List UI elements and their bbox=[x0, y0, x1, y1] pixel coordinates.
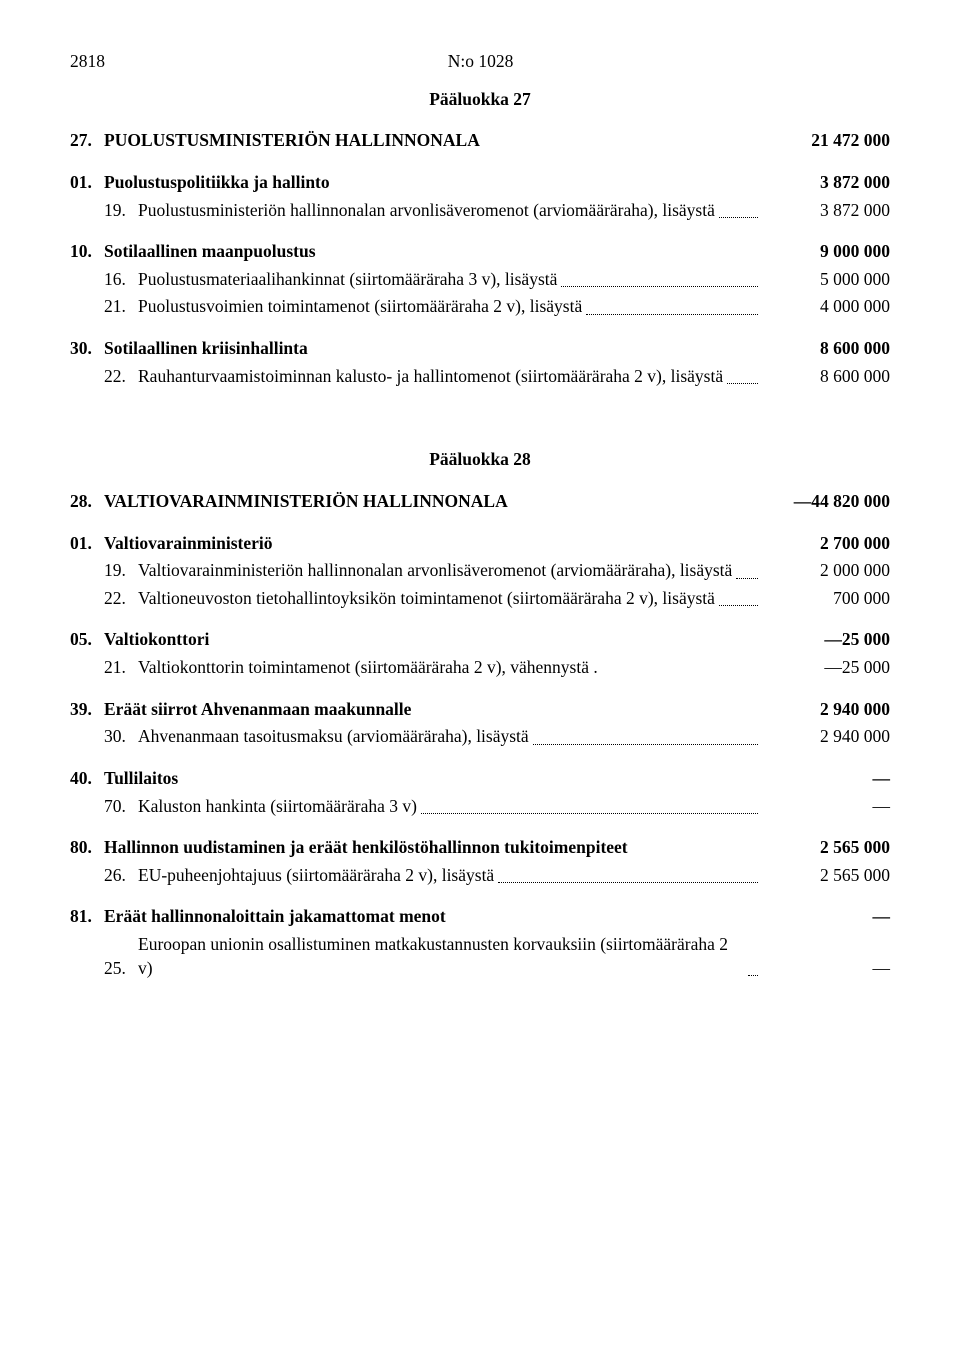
paaluokka-title: Pääluokka 27 bbox=[70, 88, 890, 112]
line-item-row: 16.Puolustusmateriaalihankinnat (siirtom… bbox=[70, 268, 890, 292]
item-label: Puolustusministeriön hallinnonalan arvon… bbox=[138, 199, 770, 223]
sub-heading-row: 05.Valtiokonttori—25 000 bbox=[70, 628, 890, 652]
item-label: Puolustusmateriaalihankinnat (siirtomäär… bbox=[138, 268, 770, 292]
line-item-row: 30.Ahvenanmaan tasoitusmaksu (arviomäärä… bbox=[70, 725, 890, 749]
item-number: 19. bbox=[104, 199, 138, 223]
item-number: 01. bbox=[70, 171, 104, 195]
item-number: 39. bbox=[70, 698, 104, 722]
item-label: PUOLUSTUSMINISTERIÖN HALLINNONALA bbox=[104, 129, 770, 153]
item-amount: 5 000 000 bbox=[770, 268, 890, 292]
item-amount: — bbox=[770, 795, 890, 819]
sub-heading-row: 30.Sotilaallinen kriisinhallinta8 600 00… bbox=[70, 337, 890, 361]
item-number: 40. bbox=[70, 767, 104, 791]
item-amount: 21 472 000 bbox=[770, 129, 890, 153]
item-amount: 8 600 000 bbox=[770, 365, 890, 389]
item-number: 30. bbox=[104, 725, 138, 749]
sub-heading-row: 40.Tullilaitos— bbox=[70, 767, 890, 791]
item-number: 01. bbox=[70, 532, 104, 556]
item-number: 70. bbox=[104, 795, 138, 819]
item-amount: — bbox=[770, 767, 890, 791]
item-label: Eräät siirrot Ahvenanmaan maakunnalle bbox=[104, 698, 770, 722]
line-item-row: 21.Valtiokonttorin toimintamenot (siirto… bbox=[70, 656, 890, 680]
document-body: Pääluokka 27 27.PUOLUSTUSMINISTERIÖN HALL… bbox=[70, 88, 890, 981]
item-amount: —25 000 bbox=[770, 628, 890, 652]
line-item-row: 22.Rauhanturvaamistoiminnan kalusto- ja … bbox=[70, 365, 890, 389]
page-number: 2818 bbox=[70, 50, 105, 74]
item-amount: —25 000 bbox=[770, 656, 890, 680]
item-number: 22. bbox=[104, 587, 138, 611]
item-label: Tullilaitos bbox=[104, 767, 770, 791]
item-number: 21. bbox=[104, 295, 138, 319]
line-item-row: 21.Puolustusvoimien toimintamenot (siirt… bbox=[70, 295, 890, 319]
item-amount: 4 000 000 bbox=[770, 295, 890, 319]
item-label: Kaluston hankinta (siirtomääräraha 3 v) bbox=[138, 795, 770, 819]
item-number: 21. bbox=[104, 656, 138, 680]
item-amount: 3 872 000 bbox=[770, 199, 890, 223]
item-amount: 9 000 000 bbox=[770, 240, 890, 264]
item-label: Puolustusvoimien toimintamenot (siirtomä… bbox=[138, 295, 770, 319]
item-label: Valtiokonttorin toimintamenot (siirtomää… bbox=[138, 656, 770, 680]
line-item-row: 19.Valtiovarainministeriön hallinnonalan… bbox=[70, 559, 890, 583]
sub-heading-row: 39.Eräät siirrot Ahvenanmaan maakunnalle… bbox=[70, 698, 890, 722]
line-item-row: 26.EU-puheenjohtajuus (siirtomääräraha 2… bbox=[70, 864, 890, 888]
sub-heading-row: 80.Hallinnon uudistaminen ja eräät henki… bbox=[70, 836, 890, 860]
page-header: 2818 N:o 1028 bbox=[70, 50, 890, 74]
line-item-row: 22.Valtioneuvoston tietohallintoyksikön … bbox=[70, 587, 890, 611]
item-label: Valtioneuvoston tietohallintoyksikön toi… bbox=[138, 587, 770, 611]
main-heading-row: 27.PUOLUSTUSMINISTERIÖN HALLINNONALA21 4… bbox=[70, 129, 890, 153]
item-label: Puolustuspolitiikka ja hallinto bbox=[104, 171, 770, 195]
item-amount: 3 872 000 bbox=[770, 171, 890, 195]
item-number: 27. bbox=[70, 129, 104, 153]
line-item-row: 25.Euroopan unionin osallistuminen matka… bbox=[70, 933, 890, 980]
paaluokka-title: Pääluokka 28 bbox=[70, 448, 890, 472]
item-number: 19. bbox=[104, 559, 138, 583]
item-label: Hallinnon uudistaminen ja eräät henkilös… bbox=[104, 836, 770, 860]
item-number: 28. bbox=[70, 490, 104, 514]
item-number: 16. bbox=[104, 268, 138, 292]
item-amount: 700 000 bbox=[770, 587, 890, 611]
item-label: Eräät hallinnonaloittain jakamattomat me… bbox=[104, 905, 770, 929]
item-amount: 2 565 000 bbox=[770, 836, 890, 860]
item-number: 80. bbox=[70, 836, 104, 860]
item-number: 25. bbox=[104, 957, 138, 981]
item-number: 10. bbox=[70, 240, 104, 264]
item-amount: 2 940 000 bbox=[770, 725, 890, 749]
item-label: Rauhanturvaamistoiminnan kalusto- ja hal… bbox=[138, 365, 770, 389]
item-label: Sotilaallinen kriisinhallinta bbox=[104, 337, 770, 361]
item-amount: 2 940 000 bbox=[770, 698, 890, 722]
line-item-row: 19.Puolustusministeriön hallinnonalan ar… bbox=[70, 199, 890, 223]
sub-heading-row: 81.Eräät hallinnonaloittain jakamattomat… bbox=[70, 905, 890, 929]
item-amount: — bbox=[770, 905, 890, 929]
item-number: 81. bbox=[70, 905, 104, 929]
item-number: 26. bbox=[104, 864, 138, 888]
item-number: 05. bbox=[70, 628, 104, 652]
doc-number: N:o 1028 bbox=[448, 50, 514, 74]
sub-heading-row: 01.Puolustuspolitiikka ja hallinto3 872 … bbox=[70, 171, 890, 195]
item-amount: 8 600 000 bbox=[770, 337, 890, 361]
item-number: 22. bbox=[104, 365, 138, 389]
item-label: Sotilaallinen maanpuolustus bbox=[104, 240, 770, 264]
item-number: 30. bbox=[70, 337, 104, 361]
item-amount: 2 000 000 bbox=[770, 559, 890, 583]
item-amount: —44 820 000 bbox=[770, 490, 890, 514]
item-label: VALTIOVARAINMINISTERIÖN HALLINNONALA bbox=[104, 490, 770, 514]
item-amount: — bbox=[770, 957, 890, 981]
sub-heading-row: 01.Valtiovarainministeriö2 700 000 bbox=[70, 532, 890, 556]
item-label: Valtiokonttori bbox=[104, 628, 770, 652]
item-label: Valtiovarainministeriö bbox=[104, 532, 770, 556]
sub-heading-row: 10.Sotilaallinen maanpuolustus9 000 000 bbox=[70, 240, 890, 264]
main-heading-row: 28.VALTIOVARAINMINISTERIÖN HALLINNONALA—… bbox=[70, 490, 890, 514]
item-amount: 2 565 000 bbox=[770, 864, 890, 888]
item-label: Ahvenanmaan tasoitusmaksu (arviomäärärah… bbox=[138, 725, 770, 749]
item-label: Valtiovarainministeriön hallinnonalan ar… bbox=[138, 559, 770, 583]
item-label: Euroopan unionin osallistuminen matkakus… bbox=[138, 933, 770, 980]
line-item-row: 70.Kaluston hankinta (siirtomääräraha 3 … bbox=[70, 795, 890, 819]
item-amount: 2 700 000 bbox=[770, 532, 890, 556]
item-label: EU-puheenjohtajuus (siirtomääräraha 2 v)… bbox=[138, 864, 770, 888]
